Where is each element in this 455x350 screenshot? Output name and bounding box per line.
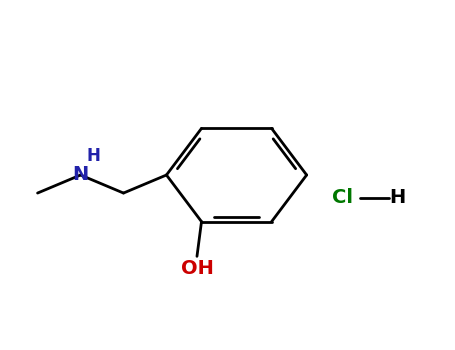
Text: OH: OH xyxy=(181,259,213,278)
Text: H: H xyxy=(86,147,100,165)
Text: N: N xyxy=(72,166,89,184)
Text: Cl: Cl xyxy=(332,188,354,207)
Text: H: H xyxy=(389,188,405,207)
